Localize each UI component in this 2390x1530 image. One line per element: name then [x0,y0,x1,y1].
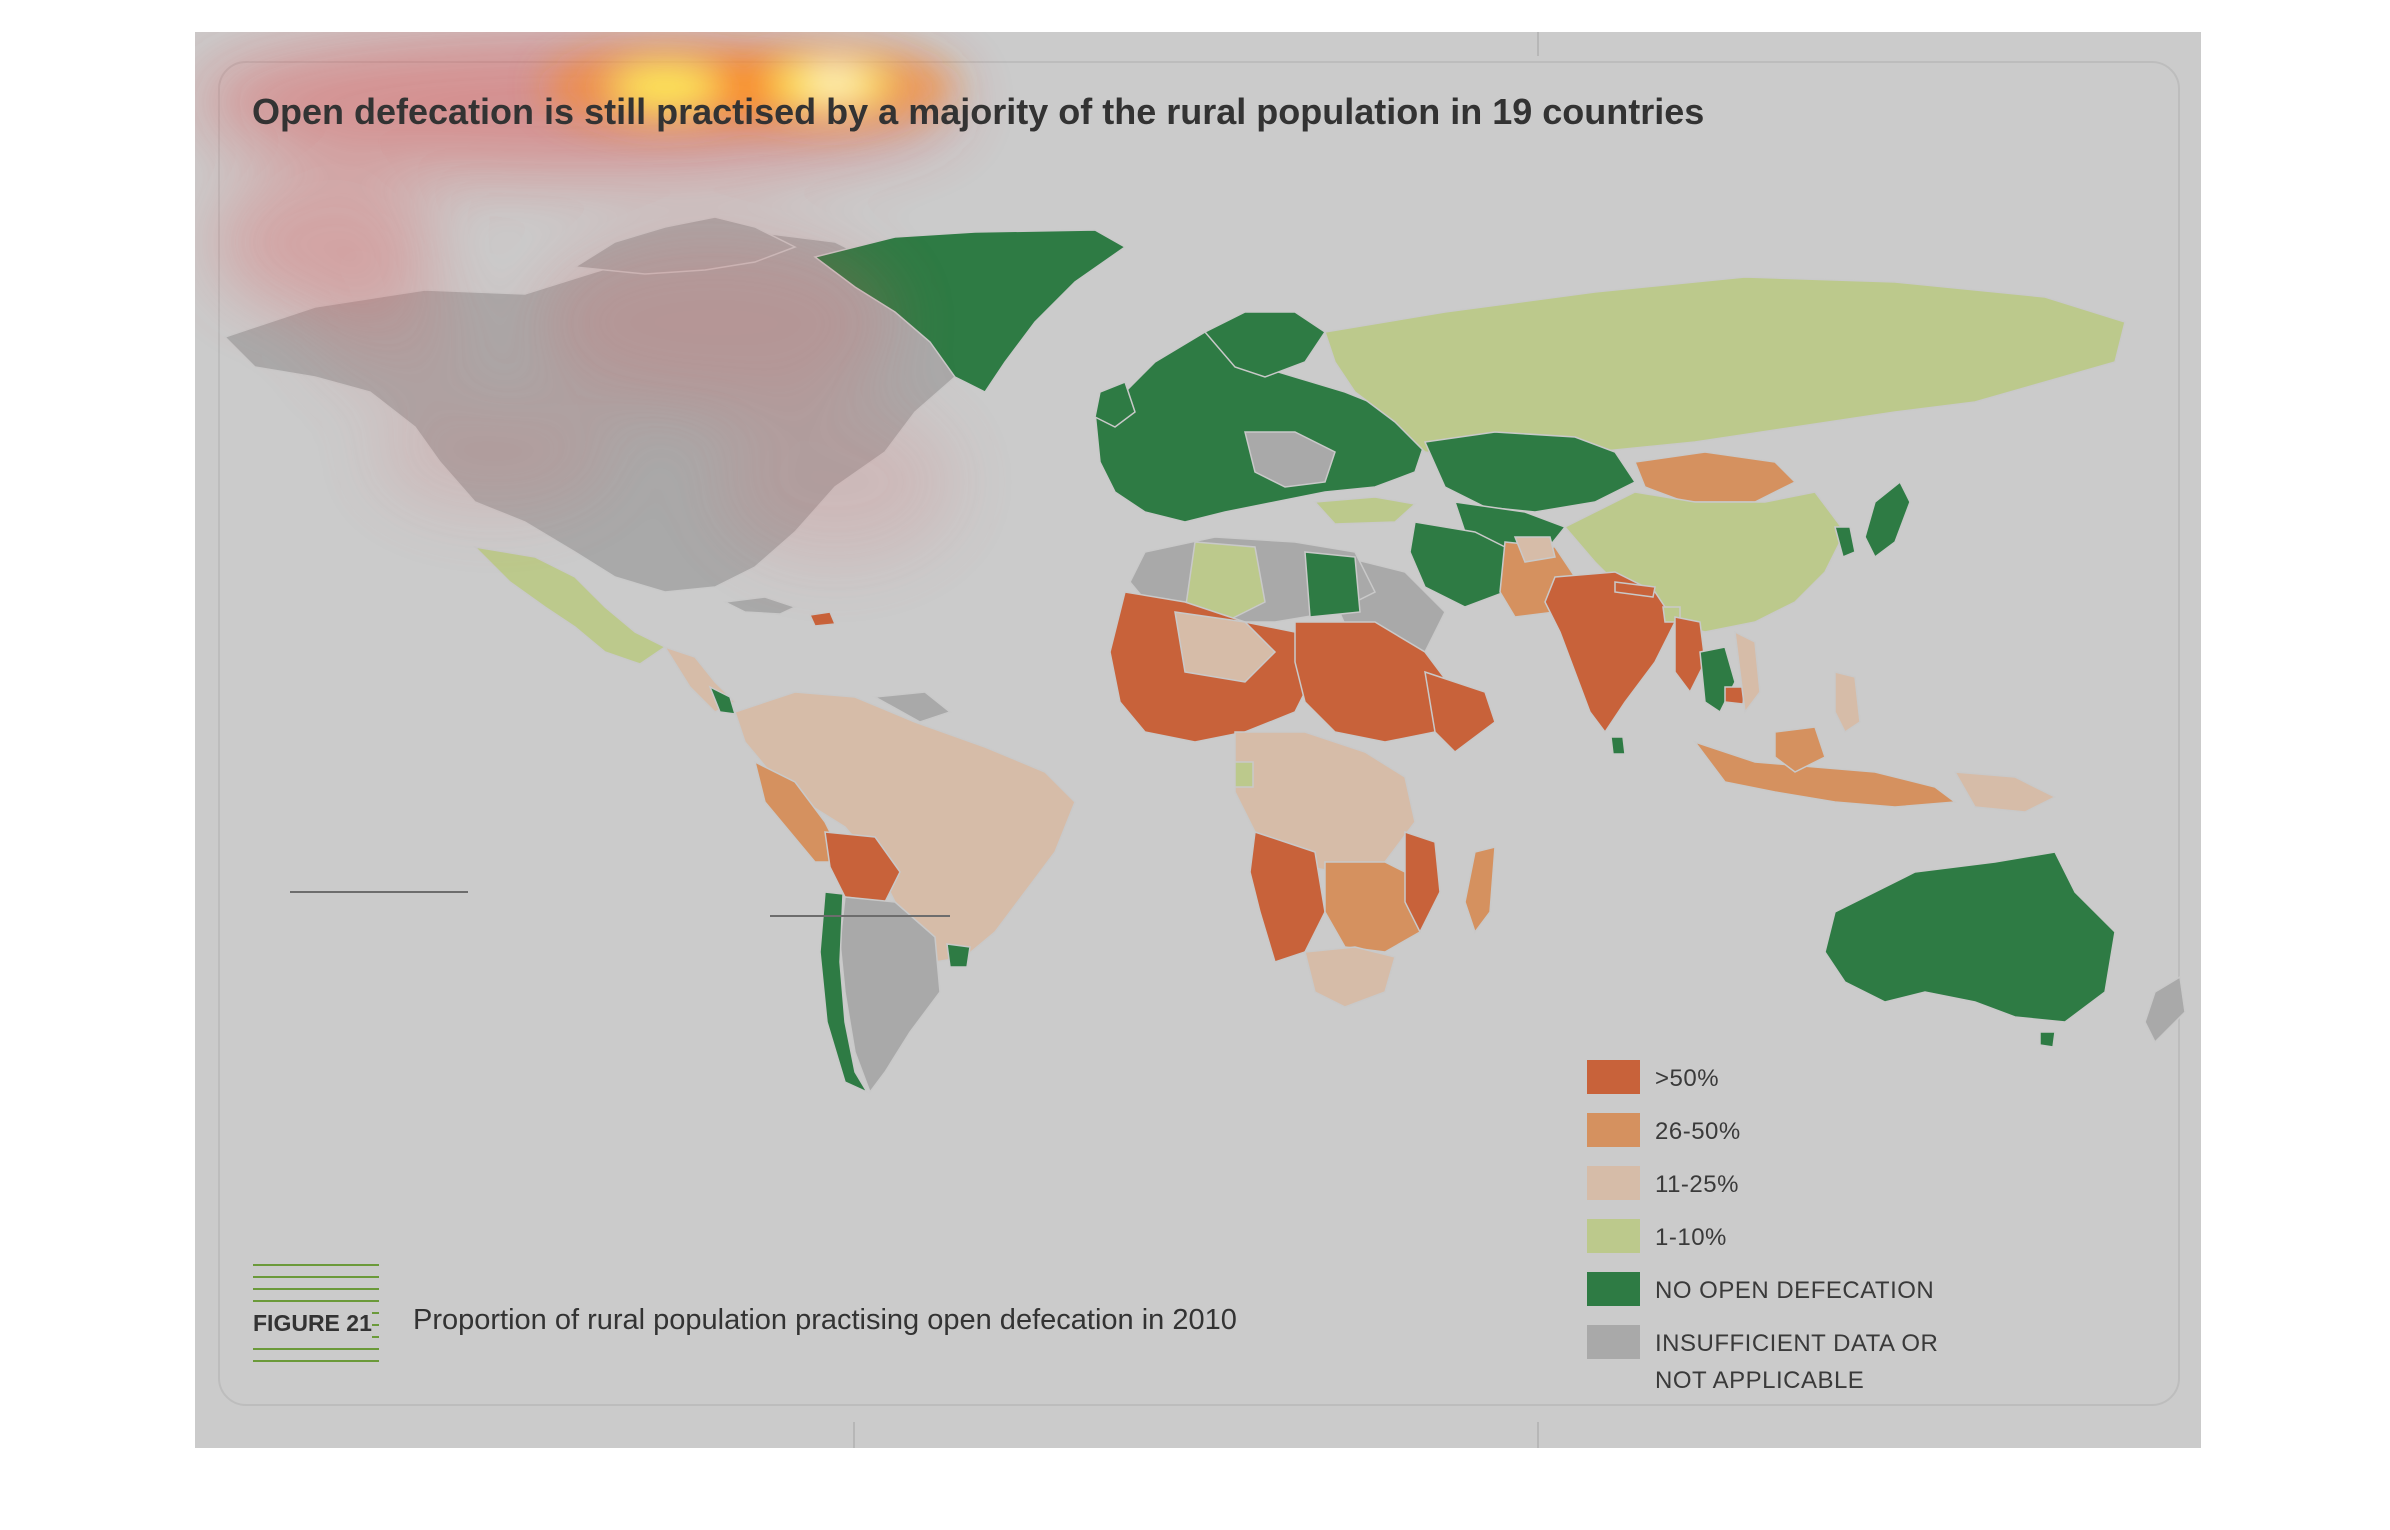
figure-frame [218,61,2180,1406]
legend-label: >50% [1655,1065,1720,1092]
map-region-haiti [808,611,837,627]
figure-number: FIGURE 21 [253,1308,372,1339]
map-region-sri-lanka [1610,736,1626,755]
map-region-south-africa [1304,946,1396,1008]
map-region-india [1544,571,1676,734]
legend-item-insufficient-data: INSUFFICIENT DATA OR NOT APPLICABLE [1587,1325,2007,1399]
legend-item-26-50: 26-50% [1587,1113,2007,1150]
map-region-chile [819,891,869,1094]
map-region-north-america [223,231,956,593]
map-region-argentina [839,896,941,1094]
legend-label: 26-50% [1655,1118,1741,1145]
map-region-iran [1409,521,1516,608]
legend-item-11-25: 11-25% [1587,1166,2007,1203]
map-region-new-zealand [2144,975,2186,1044]
map-region-gabon [1234,761,1254,788]
legend-swatch [1587,1325,1640,1359]
fold-mark-bottom-right [1537,1422,1539,1448]
map-region-tasmania [2039,1031,2056,1048]
map-region-algeria [1184,541,1266,623]
map-region-caribbean [722,596,798,615]
map-region-guianas [872,691,952,723]
map-region-turkey [1313,496,1417,525]
legend-item-no-open-defecation: NO OPEN DEFECATION [1587,1272,2007,1309]
map-region-kazakhstan [1423,431,1637,513]
legend-swatch [1587,1113,1640,1147]
map-region-uruguay [946,943,971,968]
legend-swatch [1587,1060,1640,1094]
map-figure-panel: Open defecation is still practised by a … [195,32,2201,1448]
map-region-papua [1953,771,2057,813]
map-region-scandinavia [1203,311,1327,378]
legend-swatch [1587,1272,1640,1306]
map-region-mongolia [1633,451,1797,503]
map-region-madagascar [1464,846,1496,934]
map-region-mexico [472,545,667,665]
legend-label: INSUFFICIENT DATA OR NOT APPLICABLE [1655,1330,1939,1394]
figure-title: Open defecation is still practised by a … [252,91,1705,132]
fold-mark-top [1537,32,1539,56]
legend-swatch [1587,1166,1640,1200]
legend-label: 11-25% [1655,1171,1739,1198]
map-region-cambodia [1724,686,1746,705]
fold-mark-bottom-left [853,1422,855,1448]
map-region-japan [1864,480,1911,559]
world-map [223,216,2186,1094]
figure-caption: Proportion of rural population practisin… [413,1304,1237,1336]
map-divider-line-right [770,915,950,917]
map-region-southern-africa-west [1249,830,1326,963]
map-region-korea [1834,526,1856,559]
map-region-southern-africa-east [1324,861,1426,953]
legend-item-over-50: >50% [1587,1060,2007,1097]
map-region-egypt [1304,551,1361,618]
map-region-horn [1424,670,1496,753]
map-divider-line-left [290,891,468,893]
map-region-eastern-europe [1244,431,1336,488]
map-region-borneo [1774,726,1826,773]
map-region-uk [1094,381,1136,428]
map-region-mozambique [1404,830,1441,934]
legend-label: NO OPEN DEFECATION [1655,1277,1935,1304]
map-region-myanmar [1674,616,1706,694]
legend: >50% 26-50% 11-25% 1-10% NO OPEN DEFECAT… [1587,1060,2007,1415]
map-region-vietnam [1734,630,1761,714]
legend-label: 1-10% [1655,1224,1727,1251]
legend-swatch [1587,1219,1640,1253]
map-region-sahel-east [1294,621,1456,743]
map-region-russia [1324,276,2126,463]
legend-item-1-10: 1-10% [1587,1219,2007,1256]
map-region-afghanistan [1513,536,1556,563]
map-region-indonesia [1692,740,1958,808]
map-region-australia [1824,851,2116,1023]
map-region-philippines [1834,671,1861,734]
map-region-nepal [1614,581,1656,598]
map-region-mali-niger [1174,611,1277,683]
